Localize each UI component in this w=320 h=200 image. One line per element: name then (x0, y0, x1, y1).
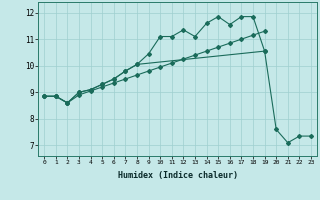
X-axis label: Humidex (Indice chaleur): Humidex (Indice chaleur) (118, 171, 238, 180)
